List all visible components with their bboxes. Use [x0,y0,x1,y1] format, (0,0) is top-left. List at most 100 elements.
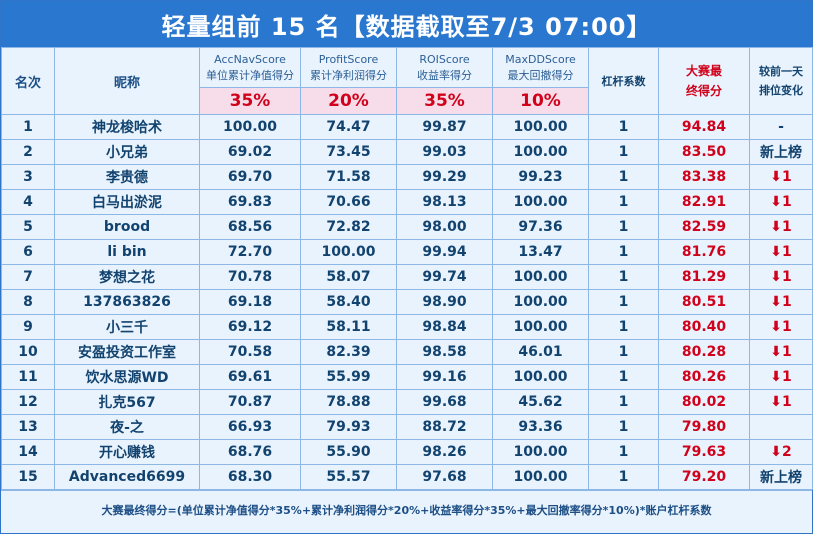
header-nickname: 昵称 [54,47,200,115]
cell-profit-score: 72.82 [300,214,397,240]
cell-final-score: 80.51 [658,289,750,315]
table-row: 13 夜-之 66.93 79.93 88.72 93.36 1 79.80 [1,414,813,440]
page-title: 轻量组前 15 名【数据截取至7/3 07:00】 [1,1,812,47]
cell-leverage: 1 [588,189,659,215]
cell-rank-change: ⬇1 [749,164,813,190]
cell-roi-score: 99.29 [396,164,493,190]
cell-mdd-score: 100.00 [492,364,589,390]
cell-profit-score: 79.93 [300,414,397,440]
cell-roi-score: 88.72 [396,414,493,440]
cell-rank-change: ⬇2 [749,439,813,465]
cell-rank-change: ⬇1 [749,389,813,415]
cell-acc-score: 68.76 [199,439,301,465]
cell-nickname: 白马出淤泥 [54,189,200,215]
ranking-body: 1 神龙梭哈术 100.00 74.47 99.87 100.00 1 94.84-2 小兄弟 6… [1,114,813,490]
table-row: 1 神龙梭哈术 100.00 74.47 99.87 100.00 1 94.84- [1,114,813,140]
cell-profit-score: 55.57 [300,464,397,490]
cell-rank: 1 [1,114,55,140]
cell-acc-score: 72.70 [199,239,301,265]
table-row: 11 饮水思源WD 69.61 55.99 99.16 100.00 1 80.26 ⬇1 [1,364,813,390]
ranking-table: 名次 昵称 AccNavScore 单位累计净值得分 ProfitScore 累… [1,47,813,490]
cell-final-score: 80.40 [658,314,750,340]
cell-roi-score: 98.13 [396,189,493,215]
cell-leverage: 1 [588,339,659,365]
cell-rank-change: ⬇1 [749,314,813,340]
header-final: 大赛最 终得分 [658,47,750,115]
cell-roi-score: 99.03 [396,139,493,165]
cell-acc-score: 69.70 [199,164,301,190]
cell-rank-change: ⬇1 [749,214,813,240]
cell-acc-score: 68.56 [199,214,301,240]
header-profit: ProfitScore 累计净利润得分 [300,47,397,88]
weight-roi: 35% [396,87,493,115]
cell-leverage: 1 [588,389,659,415]
header-change: 较前一天 排位变化 [749,47,813,115]
header-acc-en: AccNavScore [214,52,286,66]
cell-nickname: 安盈投资工作室 [54,339,200,365]
cell-acc-score: 69.12 [199,314,301,340]
header-roi-en: ROIScore [419,52,470,66]
cell-mdd-score: 99.23 [492,164,589,190]
cell-mdd-score: 46.01 [492,339,589,365]
cell-mdd-score: 100.00 [492,289,589,315]
cell-rank: 8 [1,289,55,315]
cell-acc-score: 69.83 [199,189,301,215]
cell-final-score: 79.20 [658,464,750,490]
cell-roi-score: 98.26 [396,439,493,465]
cell-acc-score: 70.78 [199,264,301,290]
table-row: 7 梦想之花 70.78 58.07 99.74 100.00 1 81.29 ⬇1 [1,264,813,290]
cell-mdd-score: 100.00 [492,189,589,215]
header-acc: AccNavScore 单位累计净值得分 [199,47,301,88]
cell-profit-score: 55.90 [300,439,397,465]
cell-roi-score: 98.00 [396,214,493,240]
cell-profit-score: 70.66 [300,189,397,215]
table-row: 12 扎克567 70.87 78.88 99.68 45.62 1 80.02 ⬇1 [1,389,813,415]
cell-profit-score: 74.47 [300,114,397,140]
cell-profit-score: 100.00 [300,239,397,265]
header-leverage: 杠杆系数 [588,47,659,115]
cell-nickname: 梦想之花 [54,264,200,290]
cell-rank: 10 [1,339,55,365]
cell-roi-score: 97.68 [396,464,493,490]
table-row: 8 137863826 69.18 58.40 98.90 100.00 1 80.51 ⬇1 [1,289,813,315]
cell-profit-score: 71.58 [300,164,397,190]
cell-nickname: li bin [54,239,200,265]
cell-acc-score: 69.02 [199,139,301,165]
header-rank: 名次 [1,47,55,115]
table-row: 14 开心赚钱 68.76 55.90 98.26 100.00 1 79.63 ⬇2 [1,439,813,465]
table-row: 15 Advanced6699 68.30 55.57 97.68 100.00 1 79.2… [1,464,813,490]
header-change-line1: 较前一天 [759,65,803,78]
cell-acc-score: 69.61 [199,364,301,390]
cell-acc-score: 70.58 [199,339,301,365]
cell-leverage: 1 [588,139,659,165]
cell-rank: 9 [1,314,55,340]
cell-nickname: brood [54,214,200,240]
cell-mdd-score: 97.36 [492,214,589,240]
header-final-line2: 终得分 [685,84,722,98]
cell-final-score: 80.26 [658,364,750,390]
cell-rank-change: ⬇1 [749,364,813,390]
formula-footer: 大赛最终得分=(单位累计净值得分*35%+累计净利润得分*20%+收益率得分*3… [1,490,812,529]
cell-nickname: 饮水思源WD [54,364,200,390]
cell-nickname: 扎克567 [54,389,200,415]
cell-rank-change: ⬇1 [749,339,813,365]
cell-leverage: 1 [588,264,659,290]
cell-leverage: 1 [588,214,659,240]
weight-acc: 35% [199,87,301,115]
cell-rank: 12 [1,389,55,415]
cell-rank-change [749,414,813,440]
cell-final-score: 81.29 [658,264,750,290]
table-row: 9 小三千 69.12 58.11 98.84 100.00 1 80.40 ⬇1 [1,314,813,340]
cell-mdd-score: 100.00 [492,439,589,465]
header-profit-en: ProfitScore [318,52,379,66]
table-row: 10 安盈投资工作室 70.58 82.39 98.58 46.01 1 80.28 ⬇1 [1,339,813,365]
cell-leverage: 1 [588,114,659,140]
cell-leverage: 1 [588,414,659,440]
header-mdd: MaxDDScore 最大回撤得分 [492,47,589,88]
cell-nickname: 小三千 [54,314,200,340]
cell-rank: 15 [1,464,55,490]
header-final-line1: 大赛最 [685,64,722,78]
cell-rank-change: 新上榜 [749,139,813,165]
cell-acc-score: 66.93 [199,414,301,440]
